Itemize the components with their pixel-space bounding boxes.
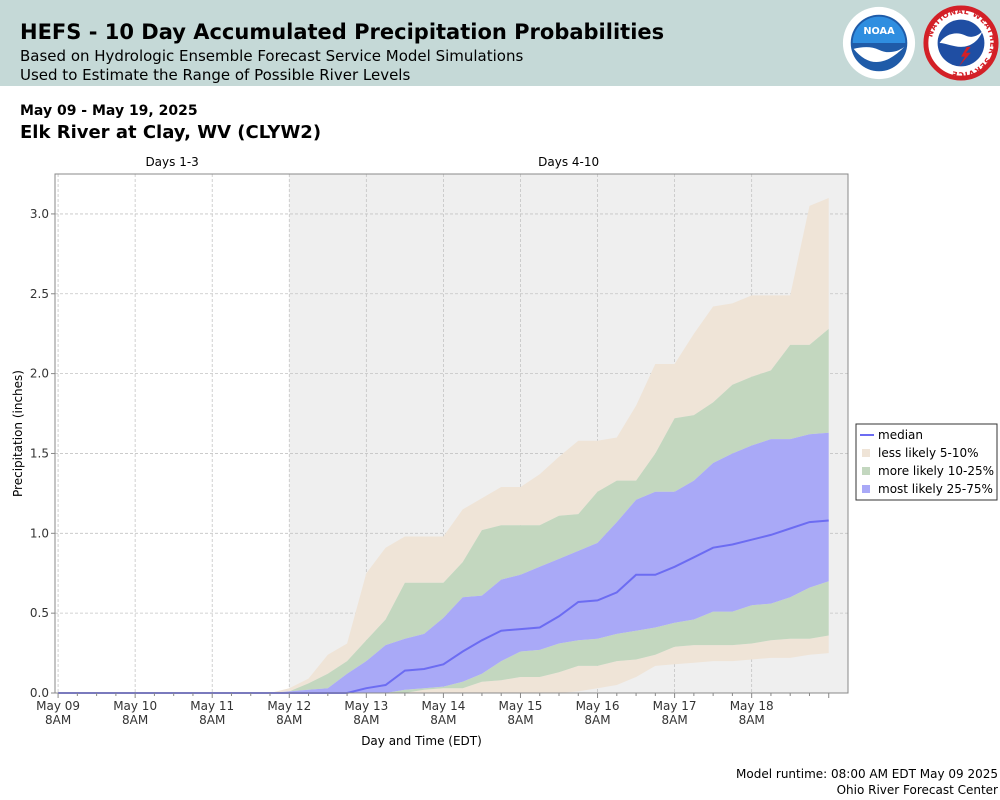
x-tick-sublabel: 8AM	[662, 713, 688, 727]
legend-box	[855, 423, 998, 501]
y-tick-label: 1.5	[30, 446, 49, 460]
period-label: Days 4-10	[538, 155, 599, 169]
x-axis-label: Day and Time (EDT)	[361, 734, 482, 748]
band-most-likely	[58, 432, 829, 693]
x-tick-label: May 17	[653, 699, 697, 713]
x-tick-label: May 12	[267, 699, 311, 713]
x-tick-sublabel: 8AM	[584, 713, 610, 727]
x-tick-sublabel: 8AM	[45, 713, 71, 727]
legend-swatch	[862, 449, 870, 457]
x-tick-label: May 11	[190, 699, 234, 713]
x-tick-sublabel: 8AM	[199, 713, 225, 727]
legend-label: more likely 10-25%	[878, 464, 994, 478]
x-tick-sublabel: 8AM	[430, 713, 456, 727]
plot-frame	[54, 173, 849, 694]
x-tick-sublabel: 8AM	[353, 713, 379, 727]
x-tick-label: May 16	[576, 699, 620, 713]
legend-label: less likely 5-10%	[878, 446, 979, 460]
x-tick-label: May 15	[499, 699, 543, 713]
y-tick-label: 2.0	[30, 367, 49, 381]
legend-swatch	[862, 485, 870, 493]
y-axis-label: Precipitation (inches)	[11, 370, 25, 497]
page-title: HEFS - 10 Day Accumulated Precipitation …	[20, 20, 665, 44]
x-tick-label: May 09	[36, 699, 80, 713]
x-tick-label: May 13	[344, 699, 388, 713]
x-tick-label: May 14	[421, 699, 465, 713]
y-tick-label: 0.0	[30, 686, 49, 700]
y-tick-label: 3.0	[30, 207, 49, 221]
header-banner: HEFS - 10 Day Accumulated Precipitation …	[0, 0, 1000, 86]
y-tick-label: 0.5	[30, 606, 49, 620]
band-lower-less-likely	[58, 635, 829, 693]
x-tick-sublabel: 8AM	[507, 713, 533, 727]
x-tick-label: May 10	[113, 699, 157, 713]
band-lower-more-likely	[58, 581, 829, 693]
noaa-logo-text: NOAA	[863, 26, 895, 37]
page-subtitle-2: Used to Estimate the Range of Possible R…	[20, 66, 411, 84]
legend-label: median	[878, 428, 923, 442]
legend-label: most likely 25-75%	[878, 482, 993, 496]
x-tick-label: May 18	[730, 699, 774, 713]
noaa-logo: NOAA	[842, 6, 916, 80]
legend-swatch	[862, 467, 870, 475]
y-tick-label: 1.0	[30, 526, 49, 540]
model-runtime: Model runtime: 08:00 AM EDT May 09 2025	[736, 767, 998, 781]
x-tick-sublabel: 8AM	[122, 713, 148, 727]
period-label: Days 1-3	[145, 155, 198, 169]
station-name: Elk River at Clay, WV (CLYW2)	[20, 122, 322, 143]
y-tick-label: 2.5	[30, 287, 49, 301]
nws-logo: NATIONAL WEATHER SERVICE	[923, 5, 999, 81]
forecast-date-range: May 09 - May 19, 2025	[20, 103, 198, 119]
x-tick-sublabel: 8AM	[276, 713, 302, 727]
forecast-center: Ohio River Forecast Center	[836, 783, 998, 797]
x-tick-sublabel: 8AM	[739, 713, 765, 727]
page-subtitle-1: Based on Hydrologic Ensemble Forecast Se…	[20, 47, 524, 65]
